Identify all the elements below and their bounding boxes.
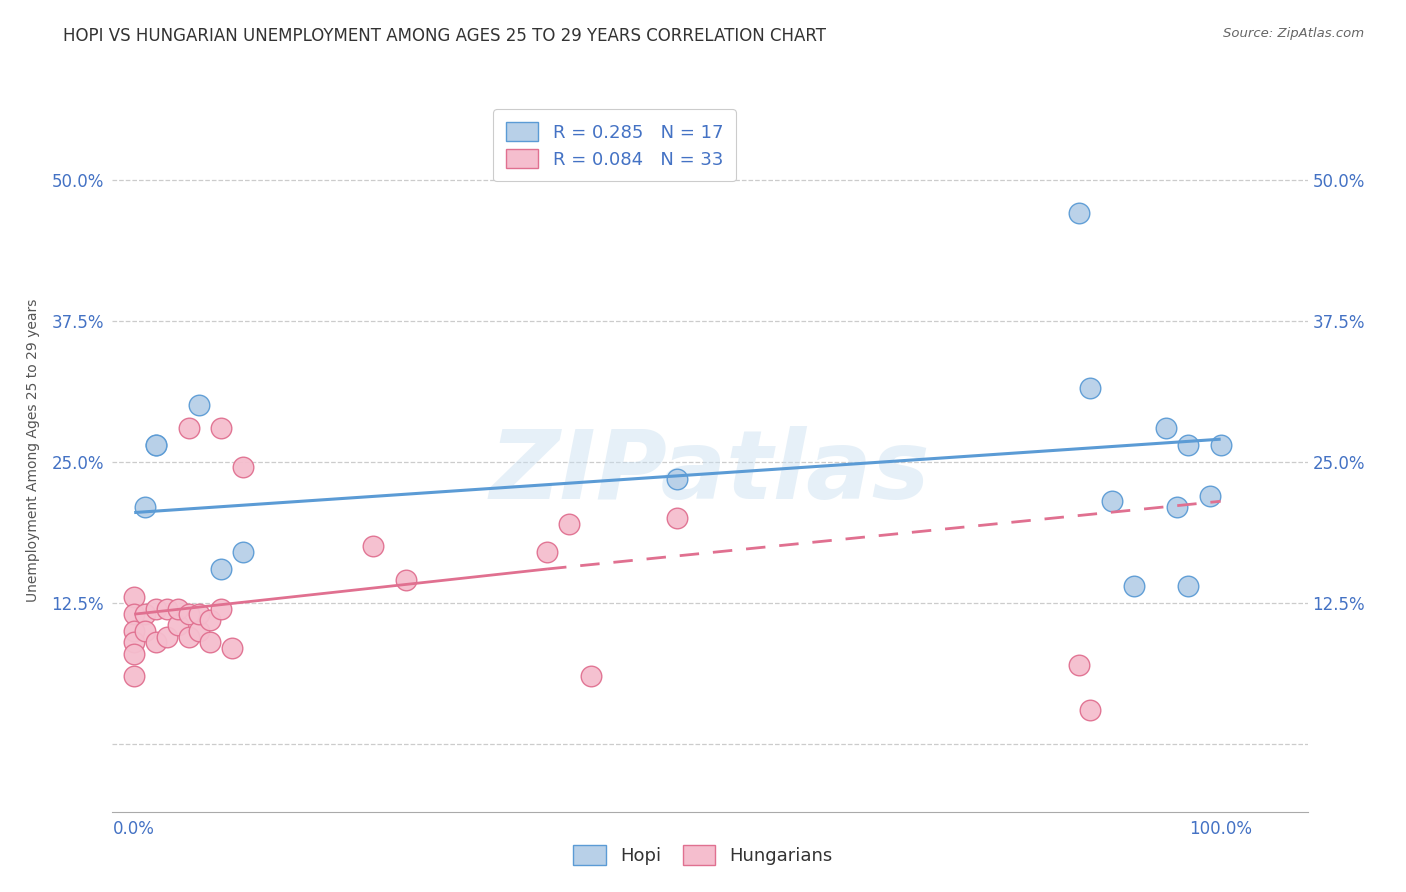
Point (1166, 500, 1188, 514)
Point (666, 511, 689, 525)
Point (1209, 438, 1232, 452)
Point (232, 545, 254, 559)
Point (122, 624, 145, 639)
Point (177, 630, 200, 644)
Legend: Hopi, Hungarians: Hopi, Hungarians (564, 836, 842, 874)
Point (122, 635, 145, 649)
Point (1078, 381, 1101, 395)
Point (395, 574, 418, 588)
Point (200, 635, 222, 649)
Point (166, 618, 188, 632)
Y-axis label: Unemployment Among Ages 25 to 29 years: Unemployment Among Ages 25 to 29 years (27, 299, 41, 602)
Point (188, 624, 211, 639)
Point (134, 500, 156, 514)
Point (361, 540, 384, 554)
Point (536, 545, 558, 559)
Point (1177, 438, 1199, 452)
Point (209, 421, 232, 435)
Point (122, 669, 145, 683)
Point (156, 601, 179, 615)
Legend: R = 0.285   N = 17, R = 0.084   N = 33: R = 0.285 N = 17, R = 0.084 N = 33 (494, 109, 735, 181)
Point (145, 438, 167, 452)
Point (232, 460, 254, 475)
Point (177, 607, 200, 622)
Point (145, 438, 167, 452)
Point (188, 607, 211, 622)
Point (221, 640, 243, 655)
Text: Source: ZipAtlas.com: Source: ZipAtlas.com (1223, 27, 1364, 40)
Point (166, 601, 188, 615)
Point (188, 398, 211, 412)
Text: ZIPatlas: ZIPatlas (489, 425, 931, 518)
Point (209, 562, 232, 576)
Point (145, 601, 167, 615)
Point (666, 472, 689, 486)
Text: HOPI VS HUNGARIAN UNEMPLOYMENT AMONG AGES 25 TO 29 YEARS CORRELATION CHART: HOPI VS HUNGARIAN UNEMPLOYMENT AMONG AGE… (63, 27, 827, 45)
Point (122, 647, 145, 661)
Point (1078, 703, 1101, 717)
Point (122, 607, 145, 622)
Point (558, 516, 581, 531)
Point (200, 613, 222, 627)
Point (1122, 579, 1144, 593)
Point (134, 624, 156, 639)
Point (145, 635, 167, 649)
Point (1069, 206, 1091, 220)
Point (1101, 494, 1123, 508)
Point (122, 591, 145, 605)
Point (209, 601, 232, 615)
Point (1198, 489, 1220, 503)
Point (1069, 657, 1091, 672)
Point (1177, 579, 1199, 593)
Point (579, 669, 602, 683)
Point (156, 630, 179, 644)
Point (134, 607, 156, 622)
Point (177, 421, 200, 435)
Point (1156, 421, 1178, 435)
